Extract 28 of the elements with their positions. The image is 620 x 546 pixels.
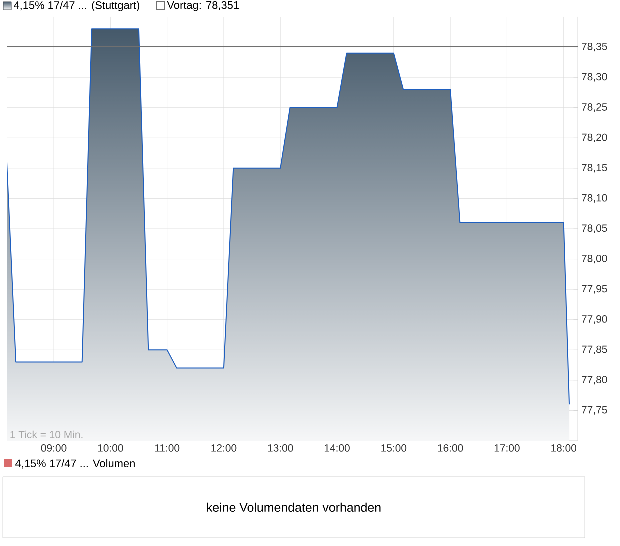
text: 4,15% 17/47 ... Volumen xyxy=(16,459,135,469)
y-tick-label: 77,75 xyxy=(582,406,608,415)
y-tick-label: 78,20 xyxy=(582,134,608,142)
x-tick-label: 09:00 xyxy=(41,444,67,452)
x-tick-label: 14:00 xyxy=(324,444,350,452)
x-tick-label: 18:00 xyxy=(552,444,577,452)
y-tick-label: 78,05 xyxy=(582,224,608,234)
y-tick-label: 78,35 xyxy=(582,42,608,52)
x-tick-label: 10:00 xyxy=(98,444,124,452)
y-tick-label: 77,80 xyxy=(582,376,608,385)
x-tick-label: 15:00 xyxy=(382,444,407,452)
x-tick-label: 16:00 xyxy=(438,444,464,452)
annotation: 1 Tick = 10 Min. xyxy=(10,430,83,439)
y-tick-label: 78,10 xyxy=(582,194,608,204)
x-tick-label: 11:00 xyxy=(155,444,180,452)
y-tick-label: 78,25 xyxy=(582,104,608,112)
y-tick-label: 78,00 xyxy=(582,254,608,264)
y-tick-label: 78,15 xyxy=(582,164,608,173)
legend-label: Vortag: 78,351 xyxy=(167,1,239,12)
y-tick-label: 78,30 xyxy=(582,73,608,82)
text: keine Volumendaten vorhanden xyxy=(207,502,381,512)
x-tick-label: 17:00 xyxy=(494,444,520,452)
y-tick-label: 77,90 xyxy=(582,316,608,324)
x-tick-label: 12:00 xyxy=(212,444,237,452)
y-tick-label: 77,85 xyxy=(582,346,608,354)
x-tick-label: 13:00 xyxy=(268,444,294,452)
y-tick-label: 77,95 xyxy=(582,285,608,294)
legend-label: 4,15% 17/47 ... (Stuttgart) xyxy=(14,1,140,12)
